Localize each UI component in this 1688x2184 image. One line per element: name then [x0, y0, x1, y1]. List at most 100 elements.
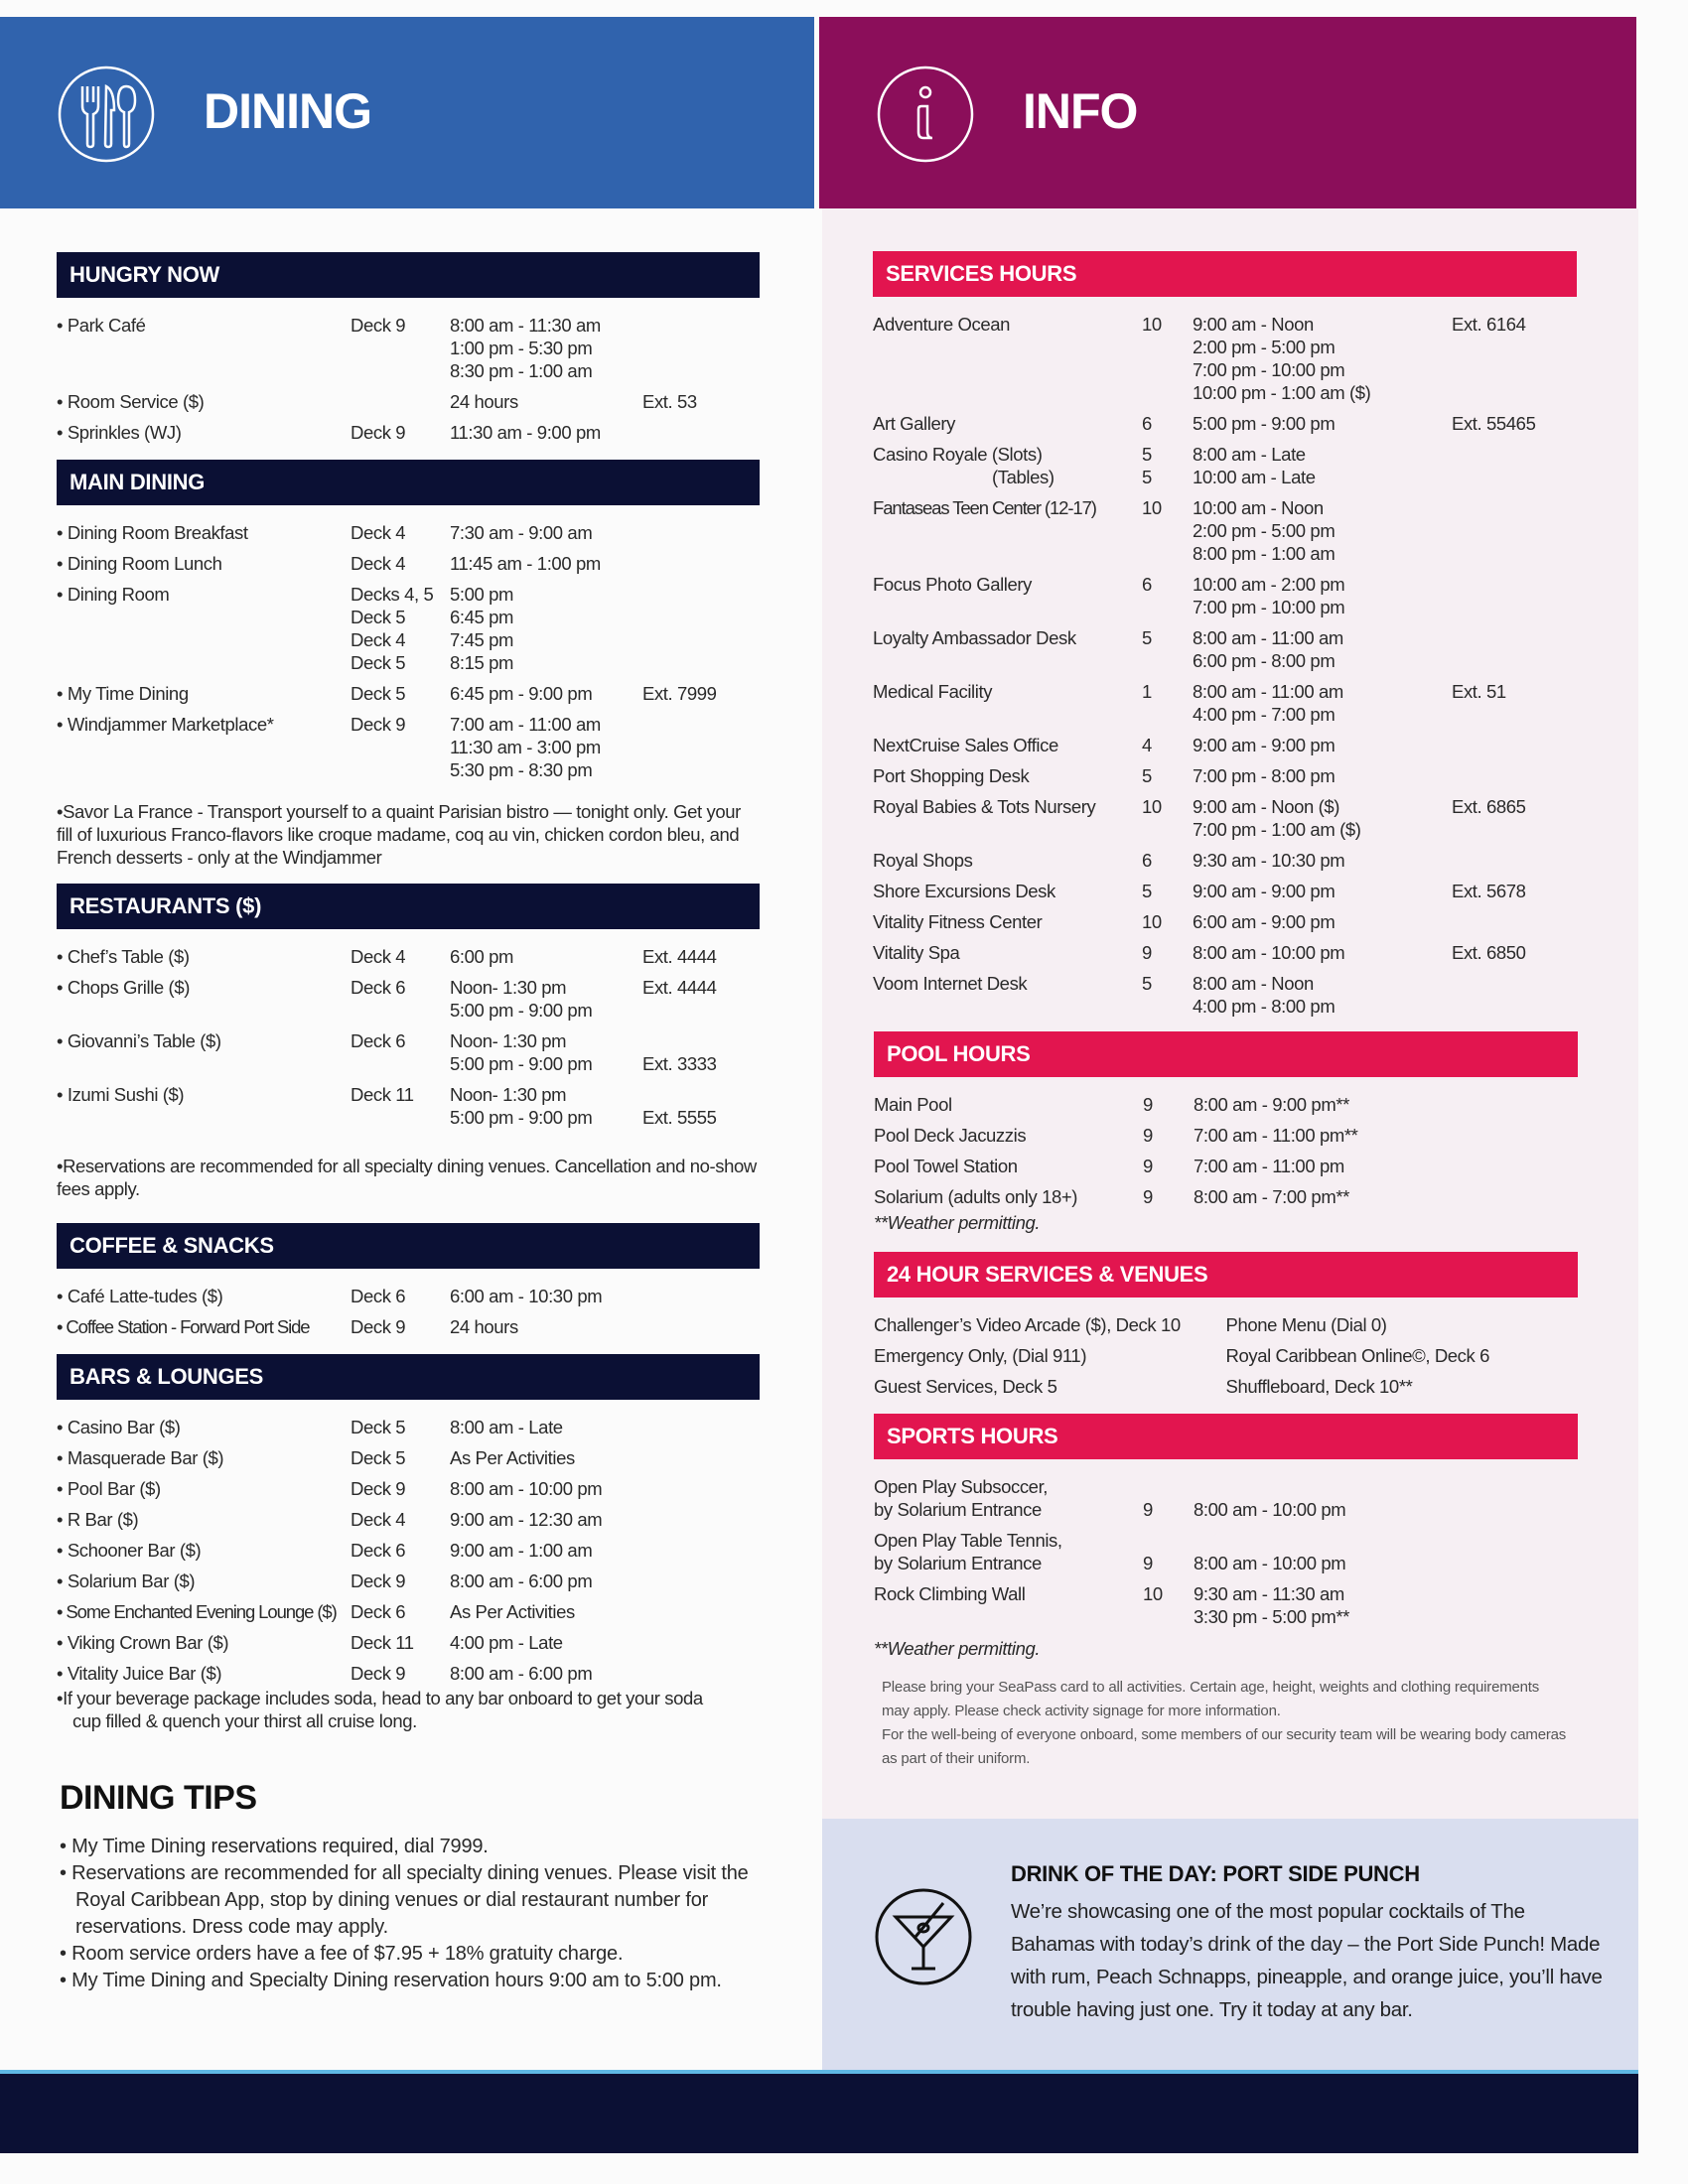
venue-name-cell: Open Play Subsoccer, by Solarium Entrance: [874, 1475, 1143, 1521]
hours-cell: 8:00 am - Noon 4:00 pm - 8:00 pm: [1193, 972, 1452, 1018]
hours-cell: 24 hours: [450, 390, 642, 413]
venue-name-cell: Royal Babies & Tots Nursery: [873, 795, 1142, 841]
deck: 6: [1142, 850, 1152, 871]
hours: 8:00 am - 6:00 pm: [450, 1570, 593, 1591]
table-row: Vitality Fitness Center 10 6:00 am - 9:00 …: [873, 910, 1577, 933]
extension-cell: [1453, 1582, 1562, 1628]
deck-cell: Deck 5: [351, 1446, 450, 1469]
hours: 8:00 am - 11:30 am: [450, 315, 601, 336]
fine-print-text: Please bring your SeaPass card to all ac…: [882, 1679, 1540, 1719]
table-row: Solarium Bar ($)Deck 9 8:00 am - 6:00 pm: [57, 1570, 760, 1592]
venue-name-cell: R Bar ($): [57, 1508, 351, 1531]
deck-cell: Deck 9: [351, 421, 450, 444]
venue-name-cell: Medical Facility: [873, 680, 1142, 726]
extension-cell: [642, 1631, 752, 1654]
deck: 9: [1143, 1094, 1153, 1115]
venue-name-cell: Izumi Sushi ($): [57, 1083, 351, 1129]
deck: Deck 9: [351, 1478, 406, 1499]
hours: 10:00 am - Noon: [1193, 497, 1324, 518]
hours-cell: 6:00 pm: [450, 945, 642, 968]
section-header: 24 HOUR SERVICES & VENUES: [874, 1252, 1578, 1297]
table-row: Main Pool 9 8:00 am - 9:00 pm**: [874, 1093, 1578, 1116]
hours-cell: 8:00 am - 11:00 am 4:00 pm - 7:00 pm: [1193, 680, 1452, 726]
hours: 7:00 pm - 8:00 pm: [1193, 765, 1336, 786]
extension-cell: Ext. 53: [642, 390, 752, 413]
hours: 7:00 pm - 10:00 pm: [1193, 597, 1345, 617]
sports-hours-section: SPORTS HOURS Open Play Subsoccer, by Sola…: [874, 1414, 1578, 1771]
hours: 8:15 pm: [450, 652, 514, 673]
hours: 8:00 am - 10:00 pm: [450, 1478, 603, 1499]
footer-bar: [0, 2070, 1638, 2153]
extension-cell: Ext. 5555: [642, 1083, 752, 1129]
deck: Deck 4: [351, 553, 406, 574]
venue-name-cell: Solarium Bar ($): [57, 1570, 351, 1592]
hours: 10:00 pm - 1:00 am ($): [1193, 382, 1371, 403]
hours: 4:00 pm - Late: [450, 1632, 563, 1653]
venue-name: Pool Towel Station: [874, 1156, 1018, 1176]
hours: 4:00 pm - 8:00 pm: [1193, 996, 1336, 1017]
deck-cell: Deck 9: [351, 1662, 450, 1685]
deck: Deck 5: [351, 1417, 406, 1437]
venue-name: Royal Shops: [873, 850, 973, 871]
deck-cell: 5: [1142, 626, 1193, 672]
extension-cell: [642, 1570, 752, 1592]
hours: 6:45 pm - 9:00 pm: [450, 683, 593, 704]
table-row: Adventure Ocean 10 9:00 am - Noon 2:00 pm -…: [873, 313, 1577, 404]
deck: Deck 6: [351, 1030, 406, 1051]
hours-cell: 7:00 am - 11:00 pm: [1194, 1155, 1453, 1177]
venue-name: Schooner Bar ($): [57, 1539, 351, 1562]
deck-cell: Deck 5: [351, 682, 450, 705]
extension-cell: [1453, 1475, 1562, 1521]
deck-cell: 9: [1143, 1475, 1194, 1521]
section-header: BARS & LOUNGES: [57, 1354, 760, 1400]
hours-cell: 9:00 am - 9:00 pm: [1193, 734, 1452, 756]
hours: 7:00 pm - 1:00 am ($): [1193, 819, 1361, 840]
venue-name-cell: Vitality Spa: [873, 941, 1142, 964]
hours: 8:00 am - 11:00 am: [1193, 627, 1343, 648]
venue-name-cell: Room Service ($): [57, 390, 351, 413]
coffee-table: Café Latte-tudes ($)Deck 6 6:00 am - 10:3…: [57, 1285, 760, 1338]
tip-item: Reservations are recommended for all spe…: [60, 1860, 774, 1941]
venue-name-cell: Shore Excursions Desk: [873, 880, 1142, 902]
deck: Decks 4, 5: [351, 584, 434, 605]
deck: 1: [1142, 681, 1152, 702]
venue-name-cell: Casino Bar ($): [57, 1416, 351, 1438]
table-row: Casino Bar ($)Deck 5 8:00 am - Late: [57, 1416, 760, 1438]
hours: 4:00 pm - 7:00 pm: [1193, 704, 1336, 725]
extension: Ext. 53: [642, 391, 697, 412]
hours-cell: 9:00 am - 12:30 am: [450, 1508, 642, 1531]
venue-name-cell: Coffee Station - Forward Port Side: [57, 1315, 351, 1338]
tip-item: My Time Dining reservations required, di…: [60, 1834, 774, 1860]
extension-cell: Ext. 5678: [1452, 880, 1561, 902]
section-header: HUNGRY NOW: [57, 252, 760, 298]
hours: 5:00 pm - 9:00 pm: [1193, 413, 1336, 434]
hours-cell: 9:30 am - 11:30 am 3:30 pm - 5:00 pm**: [1194, 1582, 1453, 1628]
extension-cell: [1453, 1155, 1562, 1177]
deck: Deck 11: [351, 1632, 414, 1653]
extension-cell: [1452, 972, 1561, 1018]
venue-name: (Tables): [992, 467, 1055, 487]
tip-item: My Time Dining and Specialty Dining rese…: [60, 1968, 774, 1994]
hours-cell: 7:00 pm - 8:00 pm: [1193, 764, 1452, 787]
extension-cell: Ext. 4444: [642, 945, 752, 968]
extension-cell: [1452, 734, 1561, 756]
extension-cell: [1452, 496, 1561, 565]
extension-cell: [642, 552, 752, 575]
deck: 10: [1142, 796, 1162, 817]
hours-cell: 6:45 pm - 9:00 pm: [450, 682, 642, 705]
hours-cell: 8:00 am - 10:00 pm: [1194, 1529, 1453, 1574]
venue-name: Vitality Fitness Center: [873, 911, 1043, 932]
extension-cell: [1453, 1185, 1562, 1208]
info-panel-background: [822, 208, 1638, 1819]
venue-name-cell: Open Play Table Tennis, by Solarium Entra…: [874, 1529, 1143, 1574]
extension-cell: [1453, 1124, 1562, 1147]
venue-name: Room Service ($): [57, 390, 351, 413]
venue-name-cell: Solarium (adults only 18+): [874, 1185, 1143, 1208]
hours: 11:45 am - 1:00 pm: [450, 553, 601, 574]
deck: 5: [1142, 627, 1152, 648]
venue-name: Sprinkles (WJ): [57, 421, 351, 444]
hours: 8:30 pm - 1:00 am: [450, 360, 593, 381]
table-row: Loyalty Ambassador Desk 5 8:00 am - 11:00 …: [873, 626, 1577, 672]
table-row: Pool Towel Station 9 7:00 am - 11:00 pm: [874, 1155, 1578, 1177]
